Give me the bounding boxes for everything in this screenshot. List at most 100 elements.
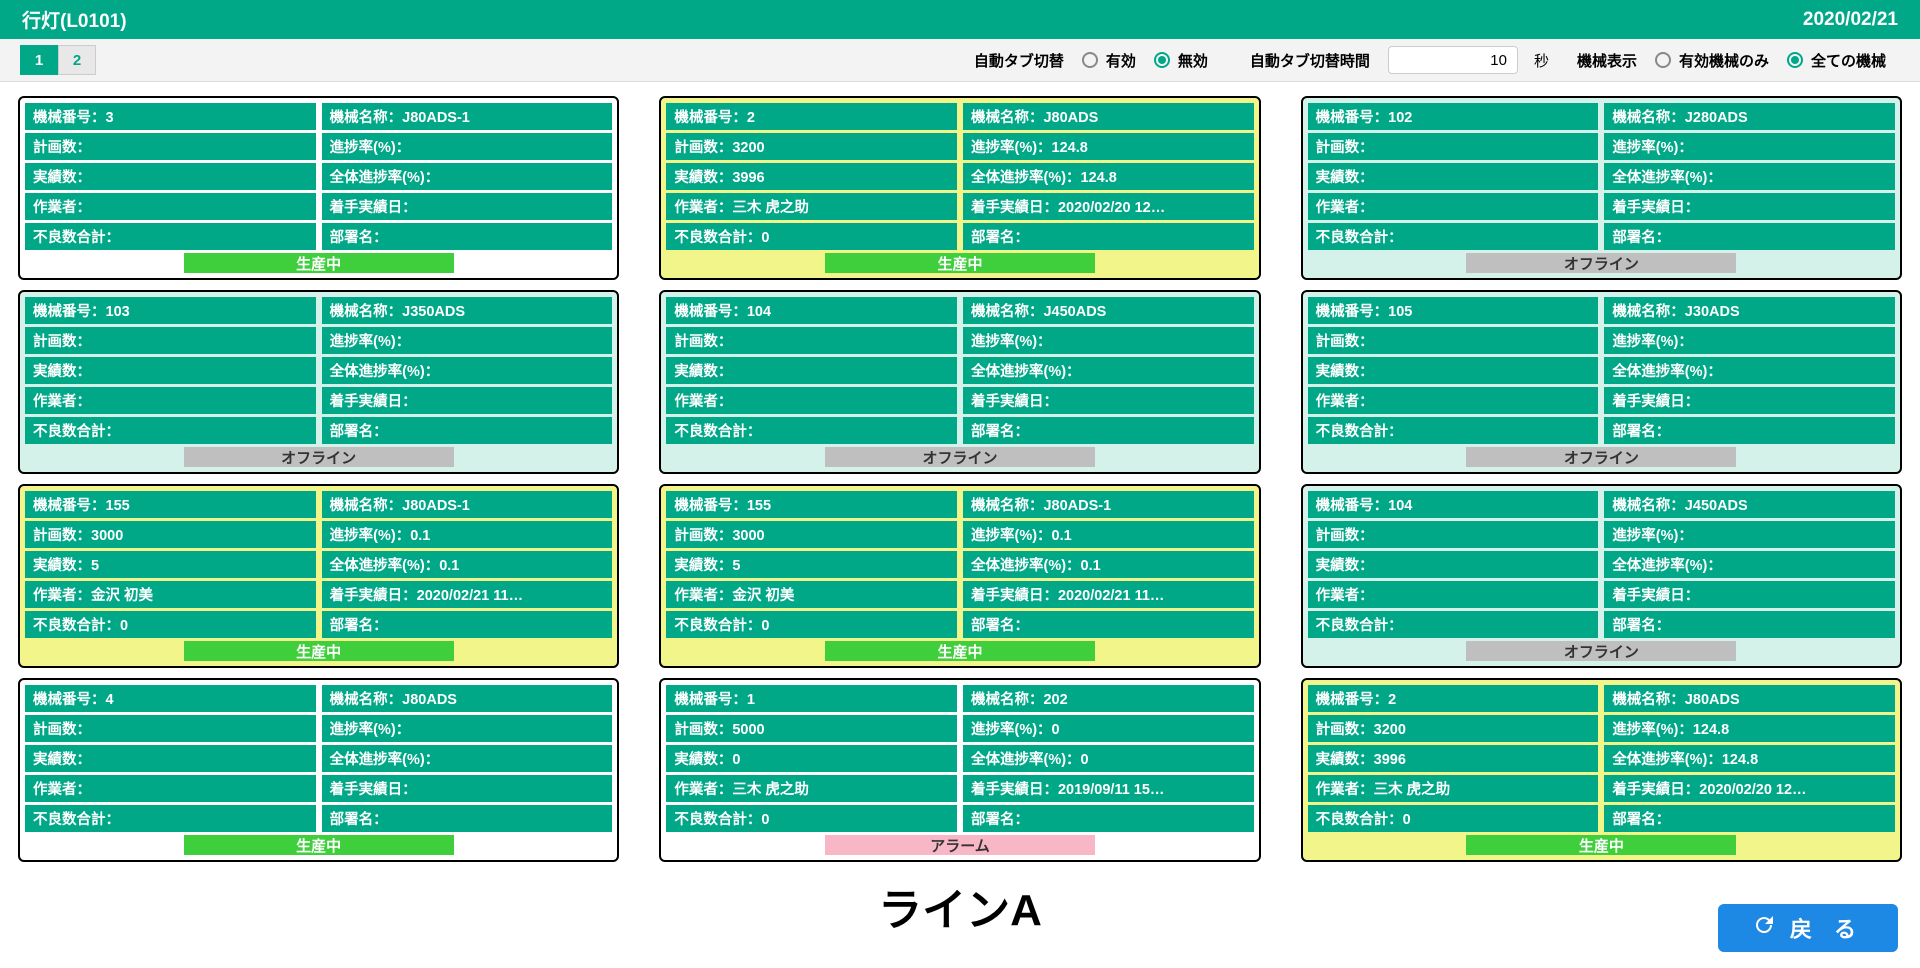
field-plan: 計画数： (1308, 133, 1599, 160)
field-machine_name: 機械名称：J80ADS (322, 685, 613, 712)
field-progress: 進捗率(%)： (1604, 133, 1895, 160)
field-progress: 進捗率(%)： (322, 715, 613, 742)
back-button[interactable]: 戻 る (1718, 904, 1898, 952)
field-actual: 実績数： (1308, 551, 1599, 578)
radio-display-enabled-only-label: 有効機械のみ (1679, 50, 1769, 71)
field-machine_no: 機械番号：104 (1308, 491, 1599, 518)
machine-card[interactable]: 機械番号：103機械名称：J350ADS計画数：進捗率(%)：実績数：全体進捗率… (18, 290, 619, 474)
status-label: オフライン (184, 447, 454, 467)
status-label: オフライン (825, 447, 1095, 467)
field-plan: 計画数： (25, 133, 316, 160)
reload-icon (1752, 913, 1776, 943)
status-label: 生産中 (184, 835, 454, 855)
field-dept: 部署名： (322, 417, 613, 444)
machine-card[interactable]: 機械番号：105機械名称：J30ADS計画数：進捗率(%)：実績数：全体進捗率(… (1301, 290, 1902, 474)
field-start_date: 着手実績日： (322, 775, 613, 802)
field-defect: 不良数合計： (1308, 611, 1599, 638)
field-actual: 実績数：5 (25, 551, 316, 578)
display-label: 機械表示 (1577, 50, 1637, 71)
field-progress: 進捗率(%)： (1604, 521, 1895, 548)
machine-card[interactable]: 機械番号：104機械名称：J450ADS計画数：進捗率(%)：実績数：全体進捗率… (659, 290, 1260, 474)
field-dept: 部署名： (1604, 611, 1895, 638)
field-actual: 実績数： (25, 745, 316, 772)
field-plan: 計画数： (666, 327, 957, 354)
status-bar: オフライン (1308, 641, 1895, 661)
header-date: 2020/02/21 (1803, 9, 1898, 31)
tab-1[interactable]: 1 (20, 45, 58, 75)
field-defect: 不良数合計： (1308, 417, 1599, 444)
toolbar: 12 自動タブ切替 有効 無効 自動タブ切替時間 秒 機械表示 有効機械のみ 全… (0, 39, 1920, 82)
interval-unit: 秒 (1534, 50, 1549, 71)
status-label: オフライン (1466, 447, 1736, 467)
field-machine_no: 機械番号：102 (1308, 103, 1599, 130)
field-defect: 不良数合計：0 (1308, 805, 1599, 832)
machine-card[interactable]: 機械番号：155機械名称：J80ADS-1計画数：3000進捗率(%)：0.1実… (18, 484, 619, 668)
field-machine_no: 機械番号：3 (25, 103, 316, 130)
field-start_date: 着手実績日： (1604, 193, 1895, 220)
machine-card[interactable]: 機械番号：155機械名称：J80ADS-1計画数：3000進捗率(%)：0.1実… (659, 484, 1260, 668)
field-plan: 計画数：5000 (666, 715, 957, 742)
machine-card[interactable]: 機械番号：2機械名称：J80ADS計画数：3200進捗率(%)：124.8実績数… (659, 96, 1260, 280)
field-machine_name: 機械名称：J350ADS (322, 297, 613, 324)
field-overall: 全体進捗率(%)： (1604, 357, 1895, 384)
field-worker: 作業者： (25, 193, 316, 220)
field-dept: 部署名： (1604, 417, 1895, 444)
machine-card[interactable]: 機械番号：1機械名称：202計画数：5000進捗率(%)：0実績数：0全体進捗率… (659, 678, 1260, 862)
field-machine_name: 機械名称：J80ADS-1 (322, 491, 613, 518)
field-defect: 不良数合計：0 (666, 805, 957, 832)
field-progress: 進捗率(%)： (963, 327, 1254, 354)
field-overall: 全体進捗率(%)：0 (963, 745, 1254, 772)
field-dept: 部署名： (1604, 223, 1895, 250)
field-overall: 全体進捗率(%)： (963, 357, 1254, 384)
field-progress: 進捗率(%)：0.1 (963, 521, 1254, 548)
field-plan: 計画数： (1308, 327, 1599, 354)
field-plan: 計画数：3000 (25, 521, 316, 548)
field-worker: 作業者：三木 虎之助 (666, 193, 957, 220)
radio-disabled[interactable] (1154, 52, 1170, 68)
machine-card[interactable]: 機械番号：104機械名称：J450ADS計画数：進捗率(%)：実績数：全体進捗率… (1301, 484, 1902, 668)
interval-input[interactable] (1388, 46, 1518, 74)
auto-switch-radio-group: 有効 無効 (1082, 50, 1222, 71)
status-bar: アラーム (666, 835, 1253, 855)
radio-display-all[interactable] (1787, 52, 1803, 68)
field-progress: 進捗率(%)：124.8 (963, 133, 1254, 160)
back-button-label: 戻 る (1790, 912, 1864, 944)
field-machine_no: 機械番号：155 (25, 491, 316, 518)
field-machine_no: 機械番号：104 (666, 297, 957, 324)
field-start_date: 着手実績日： (322, 387, 613, 414)
machine-card[interactable]: 機械番号：102機械名称：J280ADS計画数：進捗率(%)：実績数：全体進捗率… (1301, 96, 1902, 280)
field-start_date: 着手実績日： (1604, 581, 1895, 608)
status-bar: 生産中 (25, 641, 612, 661)
field-defect: 不良数合計： (25, 417, 316, 444)
field-start_date: 着手実績日：2020/02/20 12… (963, 193, 1254, 220)
field-defect: 不良数合計：0 (25, 611, 316, 638)
status-label: 生産中 (184, 253, 454, 273)
radio-display-enabled-only[interactable] (1655, 52, 1671, 68)
field-machine_no: 機械番号：2 (666, 103, 957, 130)
field-worker: 作業者： (1308, 387, 1599, 414)
status-bar: オフライン (25, 447, 612, 467)
field-progress: 進捗率(%)：124.8 (1604, 715, 1895, 742)
machine-card[interactable]: 機械番号：2機械名称：J80ADS計画数：3200進捗率(%)：124.8実績数… (1301, 678, 1902, 862)
status-label: 生産中 (825, 253, 1095, 273)
field-defect: 不良数合計：0 (666, 223, 957, 250)
field-dept: 部署名： (963, 417, 1254, 444)
radio-enabled-label: 有効 (1106, 50, 1136, 71)
field-dept: 部署名： (322, 223, 613, 250)
line-title: ラインA (0, 874, 1920, 938)
field-actual: 実績数： (1308, 163, 1599, 190)
field-start_date: 着手実績日：2020/02/20 12… (1604, 775, 1895, 802)
status-bar: 生産中 (666, 253, 1253, 273)
machine-card[interactable]: 機械番号：3機械名称：J80ADS-1計画数：進捗率(%)：実績数：全体進捗率(… (18, 96, 619, 280)
field-worker: 作業者：金沢 初美 (25, 581, 316, 608)
status-bar: オフライン (1308, 253, 1895, 273)
field-overall: 全体進捗率(%)： (1604, 163, 1895, 190)
radio-enabled[interactable] (1082, 52, 1098, 68)
page-title: 行灯(L0101) (22, 6, 127, 33)
field-start_date: 着手実績日： (963, 387, 1254, 414)
tab-2[interactable]: 2 (58, 45, 96, 75)
field-overall: 全体進捗率(%)： (322, 357, 613, 384)
machine-card[interactable]: 機械番号：4機械名称：J80ADS計画数：進捗率(%)：実績数：全体進捗率(%)… (18, 678, 619, 862)
field-machine_name: 機械名称：J80ADS-1 (322, 103, 613, 130)
field-worker: 作業者： (1308, 581, 1599, 608)
